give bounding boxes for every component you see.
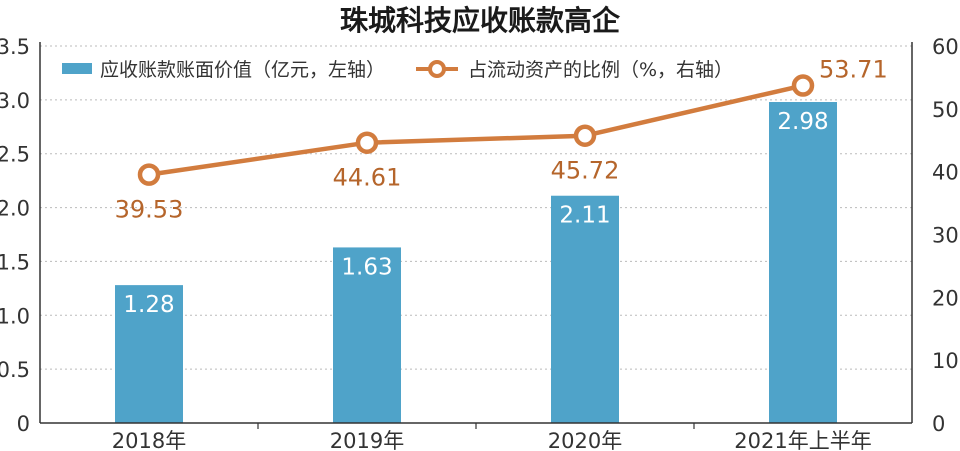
x-tick-label: 2021年上半年 xyxy=(734,429,871,451)
legend-bar-swatch xyxy=(62,63,92,74)
y-left-tick-label: 3.5 xyxy=(0,35,30,59)
y-left-tick-label: 2.0 xyxy=(0,197,30,221)
line-series: 39.53 44.61 45.72 53.71 xyxy=(115,56,888,224)
bar-value-label: 1.63 xyxy=(341,254,392,280)
line-value-label: 39.53 xyxy=(115,196,184,224)
bar xyxy=(769,102,837,424)
legend-line-label: 占流动资产的比例（%，右轴） xyxy=(468,59,733,81)
legend: 应收账款账面价值（亿元，左轴） 占流动资产的比例（%，右轴） xyxy=(62,59,733,81)
bar-series: 1.28 1.63 2.11 2.98 xyxy=(115,102,837,424)
bar-value-label: 1.28 xyxy=(123,292,174,318)
y-right-tick-label: 40 xyxy=(932,161,959,185)
grid-lines xyxy=(40,45,912,370)
x-tick-label: 2018年 xyxy=(112,429,186,451)
line-point xyxy=(573,124,597,147)
axes: 0 0.5 1.0 1.5 2.0 2.5 3.0 3.5 0 10 20 30 40 50 60 2018年… xyxy=(0,35,959,451)
line-value-label: 44.61 xyxy=(333,164,402,192)
y-left-tick-label: 1.5 xyxy=(0,250,30,274)
line-point xyxy=(137,163,161,186)
line-point xyxy=(355,131,379,154)
x-tick-label: 2019年 xyxy=(330,429,404,451)
bar-value-label: 2.11 xyxy=(559,203,610,229)
bar xyxy=(551,195,619,423)
legend-line-marker xyxy=(428,60,446,78)
line-value-label: 53.71 xyxy=(819,56,888,84)
bar-value-label: 2.98 xyxy=(777,109,828,135)
y-left-tick-label: 0 xyxy=(17,412,30,436)
bar xyxy=(333,247,401,423)
y-right-tick-label: 30 xyxy=(932,224,959,248)
x-tick-label: 2020年 xyxy=(548,429,622,451)
y-right-tick-label: 10 xyxy=(932,349,959,373)
y-right-tick-label: 20 xyxy=(932,286,959,310)
line-path xyxy=(148,83,804,177)
y-left-tick-label: 3.0 xyxy=(0,89,30,113)
y-left-tick-label: 0.5 xyxy=(0,358,30,382)
legend-bar-label: 应收账款账面价值（亿元，左轴） xyxy=(100,59,385,81)
y-right-tick-label: 0 xyxy=(932,412,945,436)
y-right-tick-label: 50 xyxy=(932,98,959,122)
bar xyxy=(115,285,183,423)
line-value-label: 45.72 xyxy=(551,157,620,185)
y-right-tick-label: 60 xyxy=(932,35,959,59)
y-left-tick-label: 2.5 xyxy=(0,143,30,167)
chart-title: 珠城科技应收账款高企 xyxy=(340,4,621,37)
y-left-tick-label: 1.0 xyxy=(0,304,30,328)
line-point xyxy=(791,74,815,97)
